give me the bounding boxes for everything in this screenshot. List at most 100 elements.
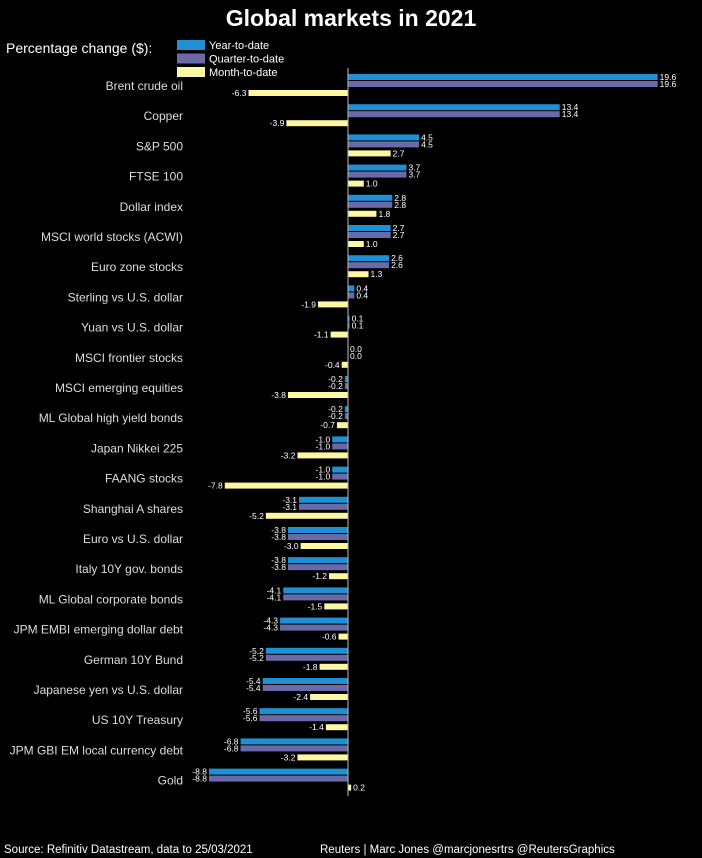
value-label-year-to-date-ml-global-corporate-bonds: -4.1 [267, 585, 282, 595]
bar-month-to-date-euro-vs-u-s-dollar [300, 543, 348, 549]
value-label-month-to-date-german-10y-bund: -1.8 [303, 662, 318, 672]
value-label-quarter-to-date-us-10y-treasury: -5.6 [243, 713, 258, 723]
bar-year-to-date-jpm-embi-emerging-dollar-debt [280, 617, 348, 624]
category-label-german-10y-bund: German 10Y Bund [84, 653, 183, 667]
value-label-quarter-to-date-msci-emerging-equities: -0.2 [328, 381, 343, 391]
value-label-quarter-to-date-jpm-embi-emerging-dollar-debt: -4.3 [263, 623, 278, 633]
bar-quarter-to-date-faang-stocks [332, 473, 348, 480]
bar-year-to-date-copper [348, 104, 560, 111]
source-note: Source: Refinitiv Datastream, data to 25… [4, 844, 253, 856]
bar-month-to-date-jpm-gbi-em-local-currency-debt [297, 754, 348, 761]
bar-quarter-to-date-ml-global-corporate-bonds [283, 594, 348, 601]
bar-month-to-date-msci-emerging-equities [287, 392, 348, 398]
value-label-quarter-to-date-faang-stocks: -1.0 [316, 472, 331, 482]
bar-month-to-date-faang-stocks [224, 482, 348, 489]
value-label-quarter-to-date-msci-world-stocks-acwi: 2.7 [393, 230, 405, 240]
category-label-japan-nikkei-225: Japan Nikkei 225 [91, 441, 183, 455]
value-label-month-to-date-euro-vs-u-s-dollar: -3.0 [284, 541, 299, 551]
bar-quarter-to-date-yuan-vs-u-s-dollar [348, 322, 350, 329]
value-label-quarter-to-date-euro-vs-u-s-dollar: -3.8 [271, 532, 286, 542]
bar-quarter-to-date-ml-global-high-yield-bonds [344, 413, 348, 420]
value-label-year-to-date-us-10y-treasury: -5.6 [243, 706, 258, 716]
bar-year-to-date-euro-vs-u-s-dollar [287, 527, 348, 533]
value-label-year-to-date-msci-world-stocks-acwi: 2.7 [393, 223, 405, 233]
value-label-quarter-to-date-ml-global-high-yield-bonds: -0.2 [328, 411, 343, 421]
category-label-copper: Copper [144, 109, 183, 123]
value-label-quarter-to-date-japan-nikkei-225: -1.0 [316, 441, 331, 451]
bar-month-to-date-gold [348, 784, 352, 791]
value-label-month-to-date-ftse-100: 1.0 [366, 179, 378, 189]
value-label-year-to-date-ml-global-high-yield-bonds: -0.2 [328, 404, 343, 414]
value-label-month-to-date-japanese-yen-vs-u-s-dollar: -2.4 [293, 692, 308, 702]
value-label-year-to-date-msci-frontier-stocks: 0.0 [350, 344, 362, 354]
value-label-month-to-date-copper: -3.9 [270, 118, 285, 128]
category-label-ml-global-corporate-bonds: ML Global corporate bonds [39, 592, 183, 606]
legend-label-quarter-to-date: Quarter-to-date [209, 54, 284, 66]
value-label-quarter-to-date-dollar-index: 2.8 [394, 200, 406, 210]
bar-month-to-date-dollar-index [348, 210, 377, 217]
bar-quarter-to-date-msci-world-stocks-acwi [348, 232, 391, 238]
bar-month-to-date-yuan-vs-u-s-dollar [330, 331, 348, 338]
legend-label-month-to-date: Month-to-date [209, 67, 277, 79]
bar-year-to-date-msci-emerging-equities [344, 376, 348, 382]
category-label-euro-zone-stocks: Euro zone stocks [91, 260, 183, 274]
chart-title: Global markets in 2021 [226, 5, 477, 31]
bar-month-to-date-us-10y-treasury [325, 724, 348, 731]
category-label-gold: Gold [158, 774, 183, 788]
value-label-month-to-date-faang-stocks: -7.8 [208, 481, 223, 491]
bar-year-to-date-yuan-vs-u-s-dollar [348, 315, 350, 322]
bar-quarter-to-date-us-10y-treasury [259, 715, 348, 722]
category-label-euro-vs-u-s-dollar: Euro vs U.S. dollar [83, 532, 183, 546]
value-label-month-to-date-s-p-500: 2.7 [393, 148, 405, 158]
value-label-quarter-to-date-brent-crude-oil: 19.6 [660, 79, 677, 89]
value-label-year-to-date-italy-10y-gov-bonds: -3.8 [271, 555, 286, 565]
bar-quarter-to-date-shanghai-a-shares [299, 503, 348, 510]
bar-year-to-date-s-p-500 [348, 134, 420, 141]
value-label-month-to-date-yuan-vs-u-s-dollar: -1.1 [314, 330, 329, 340]
bar-month-to-date-japan-nikkei-225 [297, 452, 348, 459]
bar-quarter-to-date-copper [348, 111, 560, 118]
value-label-year-to-date-msci-emerging-equities: -0.2 [328, 374, 343, 384]
bar-month-to-date-euro-zone-stocks [348, 271, 369, 278]
bar-quarter-to-date-ftse-100 [348, 171, 407, 178]
bar-quarter-to-date-japan-nikkei-225 [332, 443, 348, 450]
bar-year-to-date-jpm-gbi-em-local-currency-debt [240, 738, 348, 745]
bar-quarter-to-date-jpm-embi-emerging-dollar-debt [280, 624, 348, 631]
bar-year-to-date-shanghai-a-shares [299, 496, 348, 503]
value-label-quarter-to-date-shanghai-a-shares: -3.1 [282, 502, 297, 512]
value-label-year-to-date-faang-stocks: -1.0 [316, 465, 331, 475]
value-label-quarter-to-date-german-10y-bund: -5.2 [249, 653, 264, 663]
category-label-sterling-vs-u-s-dollar: Sterling vs U.S. dollar [68, 290, 183, 304]
value-label-year-to-date-copper: 13.4 [562, 102, 579, 112]
value-label-year-to-date-dollar-index: 2.8 [394, 193, 406, 203]
bar-quarter-to-date-sterling-vs-u-s-dollar [348, 292, 355, 299]
bar-year-to-date-japan-nikkei-225 [332, 436, 348, 443]
bar-quarter-to-date-gold [208, 775, 348, 782]
value-label-year-to-date-s-p-500: 4.5 [421, 132, 433, 142]
value-label-quarter-to-date-italy-10y-gov-bonds: -3.8 [271, 562, 286, 572]
category-label-italy-10y-gov-bonds: Italy 10Y gov. bonds [75, 562, 183, 576]
bar-year-to-date-msci-world-stocks-acwi [348, 225, 391, 231]
value-label-month-to-date-jpm-embi-emerging-dollar-debt: -0.6 [322, 632, 337, 642]
bar-month-to-date-japanese-yen-vs-u-s-dollar [310, 694, 348, 700]
category-label-japanese-yen-vs-u-s-dollar: Japanese yen vs U.S. dollar [34, 683, 183, 697]
value-label-quarter-to-date-s-p-500: 4.5 [421, 139, 433, 149]
value-label-year-to-date-euro-zone-stocks: 2.6 [391, 253, 403, 263]
value-label-year-to-date-japanese-yen-vs-u-s-dollar: -5.4 [246, 676, 261, 686]
bar-month-to-date-shanghai-a-shares [265, 512, 348, 519]
value-label-quarter-to-date-japanese-yen-vs-u-s-dollar: -5.4 [246, 683, 261, 693]
category-label-msci-emerging-equities: MSCI emerging equities [55, 381, 183, 395]
category-label-shanghai-a-shares: Shanghai A shares [83, 502, 183, 516]
bar-quarter-to-date-brent-crude-oil [348, 81, 658, 87]
value-label-quarter-to-date-yuan-vs-u-s-dollar: 0.1 [352, 321, 364, 331]
bar-quarter-to-date-italy-10y-gov-bonds [287, 564, 348, 571]
bar-year-to-date-gold [208, 768, 348, 775]
bar-quarter-to-date-jpm-gbi-em-local-currency-debt [240, 745, 348, 752]
bar-month-to-date-ml-global-high-yield-bonds [336, 422, 348, 429]
bar-month-to-date-copper [286, 120, 348, 127]
value-label-quarter-to-date-euro-zone-stocks: 2.6 [391, 260, 403, 270]
category-label-brent-crude-oil: Brent crude oil [106, 79, 183, 93]
value-label-month-to-date-brent-crude-oil: -6.3 [232, 88, 247, 98]
value-label-quarter-to-date-ftse-100: 3.7 [408, 170, 420, 180]
category-label-yuan-vs-u-s-dollar: Yuan vs U.S. dollar [81, 321, 183, 335]
